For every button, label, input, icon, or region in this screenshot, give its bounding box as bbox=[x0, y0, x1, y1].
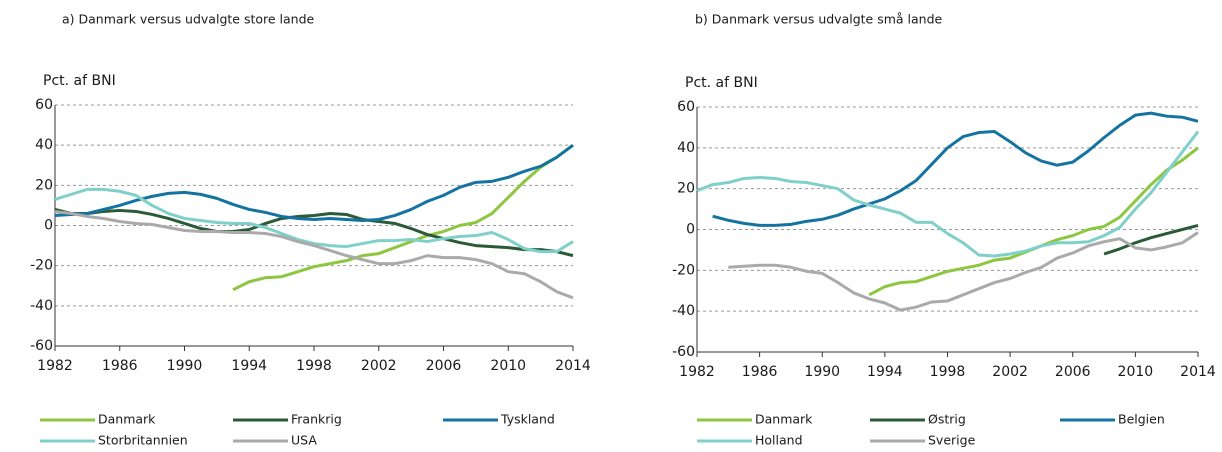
y-tick-label: -60 bbox=[672, 344, 695, 360]
x-tick-label: 1994 bbox=[231, 358, 267, 374]
x-tick-label: 1982 bbox=[37, 358, 73, 374]
x-tick-label: 2014 bbox=[1180, 364, 1216, 380]
series-line bbox=[712, 111, 1199, 227]
x-tick-label: 2014 bbox=[555, 358, 591, 374]
y-tick-label: 60 bbox=[677, 99, 695, 115]
legend-label: Frankrig bbox=[291, 412, 342, 427]
x-tick-label: 1990 bbox=[167, 358, 203, 374]
series-line bbox=[54, 209, 574, 300]
x-tick-label: 2006 bbox=[1055, 364, 1091, 380]
x-tick-label: 2010 bbox=[490, 358, 526, 374]
chart-title: b) Danmark versus udvalgte små lande bbox=[695, 12, 943, 27]
legend-label: Storbritannien bbox=[98, 433, 188, 448]
y-tick-label: -20 bbox=[30, 258, 53, 274]
y-tick-label: 20 bbox=[35, 177, 53, 193]
x-tick-label: 1986 bbox=[742, 364, 778, 380]
series-line bbox=[54, 187, 574, 254]
legend-label: Danmark bbox=[755, 412, 813, 427]
x-tick-label: 1994 bbox=[867, 364, 903, 380]
y-tick-label: -20 bbox=[672, 262, 695, 278]
legend-label: Holland bbox=[755, 433, 803, 448]
x-tick-label: 2010 bbox=[1118, 364, 1154, 380]
legend-label: Østrig bbox=[928, 412, 966, 427]
y-tick-label: 0 bbox=[44, 218, 53, 234]
x-tick-label: 2002 bbox=[361, 358, 397, 374]
x-tick-label: 1990 bbox=[804, 364, 840, 380]
series-line bbox=[696, 130, 1200, 258]
y-tick-label: 0 bbox=[686, 222, 695, 238]
y-tick-label: 40 bbox=[677, 140, 695, 156]
y-tick-label: 40 bbox=[35, 137, 53, 153]
series-line bbox=[1103, 223, 1199, 256]
y-tick-label: -40 bbox=[30, 298, 53, 314]
x-tick-label: 1986 bbox=[102, 358, 138, 374]
y-tick-label: 60 bbox=[35, 97, 53, 113]
legend-label: Belgien bbox=[1118, 412, 1165, 427]
x-tick-label: 2006 bbox=[426, 358, 462, 374]
legend-label: Tyskland bbox=[500, 412, 555, 427]
legend-label: Sverige bbox=[928, 433, 976, 448]
series-line bbox=[728, 231, 1199, 312]
y-axis-label: Pct. af BNI bbox=[43, 73, 116, 89]
x-tick-label: 2002 bbox=[992, 364, 1028, 380]
series-line bbox=[232, 143, 574, 292]
y-tick-label: -40 bbox=[672, 303, 695, 319]
legend-label: Danmark bbox=[98, 412, 156, 427]
x-tick-label: 1998 bbox=[296, 358, 332, 374]
chart-title: a) Danmark versus udvalgte store lande bbox=[62, 12, 315, 27]
y-tick-label: -60 bbox=[30, 338, 53, 354]
y-axis-label: Pct. af BNI bbox=[685, 75, 758, 91]
series-line bbox=[54, 207, 574, 258]
x-tick-label: 1982 bbox=[679, 364, 715, 380]
x-tick-label: 1998 bbox=[930, 364, 966, 380]
y-tick-label: 20 bbox=[677, 181, 695, 197]
legend-label: USA bbox=[291, 433, 317, 448]
